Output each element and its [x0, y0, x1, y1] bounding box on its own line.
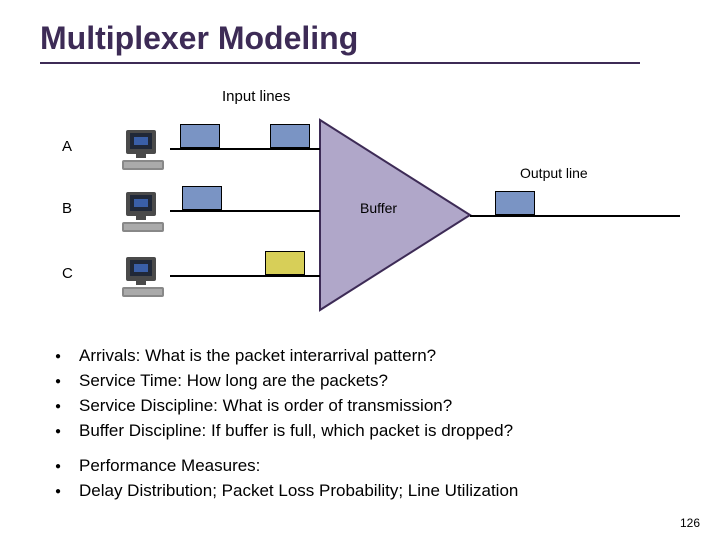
bullet-item: Service Discipline: What is order of tra… — [55, 395, 513, 418]
row-label-a: A — [62, 138, 72, 155]
input-line-a — [170, 148, 320, 150]
row-label-b: B — [62, 200, 72, 217]
bullet-item: Performance Measures: — [55, 455, 518, 478]
packet — [180, 124, 220, 148]
output-line — [470, 215, 680, 217]
packet — [182, 186, 222, 210]
page-title: Multiplexer Modeling — [40, 20, 358, 57]
multiplexer-diagram: Input lines A B C Buffer Output line — [50, 80, 670, 310]
page-number: 126 — [680, 516, 700, 530]
computer-icon — [120, 255, 170, 299]
bullet-item: Delay Distribution; Packet Loss Probabil… — [55, 480, 518, 503]
bullet-group-questions: Arrivals: What is the packet interarriva… — [55, 345, 513, 445]
packet — [270, 124, 310, 148]
packet — [495, 191, 535, 215]
buffer-label: Buffer — [360, 200, 397, 216]
packet — [265, 251, 305, 275]
row-label-c: C — [62, 265, 73, 282]
input-line-c — [170, 275, 320, 277]
bullet-item: Service Time: How long are the packets? — [55, 370, 513, 393]
computer-icon — [120, 190, 170, 234]
input-line-b — [170, 210, 320, 212]
bullet-item: Buffer Discipline: If buffer is full, wh… — [55, 420, 513, 443]
computer-icon — [120, 128, 170, 172]
bullet-group-performance: Performance Measures:Delay Distribution;… — [55, 455, 518, 505]
title-underline — [40, 62, 640, 64]
bullet-item: Arrivals: What is the packet interarriva… — [55, 345, 513, 368]
output-line-label: Output line — [520, 165, 588, 181]
